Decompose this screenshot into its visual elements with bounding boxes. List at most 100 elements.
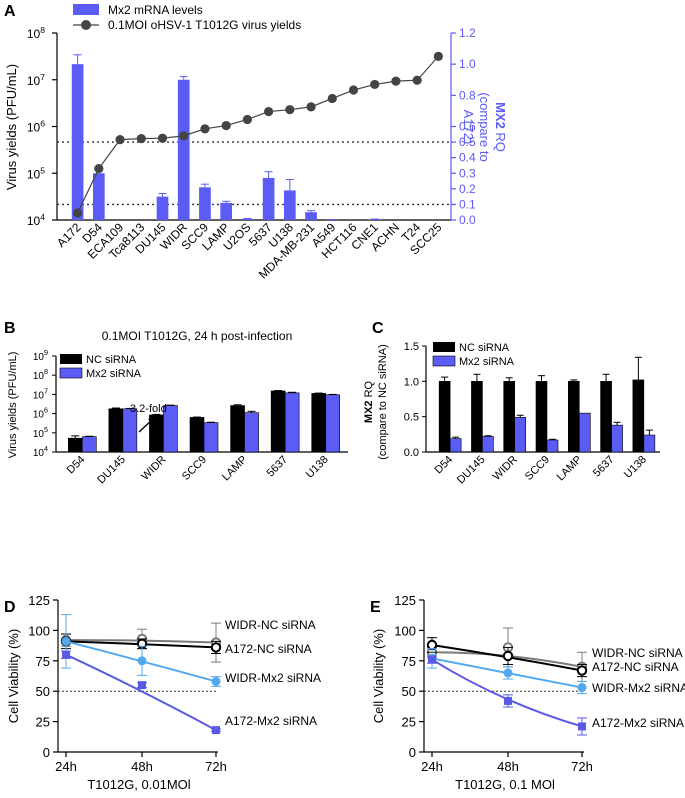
a-left-tick-label: 105	[27, 165, 45, 181]
c-y-tick-label: 1.0	[404, 376, 419, 388]
d-point	[211, 676, 221, 686]
a-reference-lines	[57, 141, 451, 206]
legend-line-label: 0.1MOI oHSV-1 T1012G virus yields	[108, 18, 301, 32]
c-legend-swatch-nc	[433, 342, 455, 352]
c-bar-nc	[567, 381, 580, 453]
c-x-tick-label: WIDR	[491, 454, 520, 483]
d-series-label: WIDR-Mx2 siRNA	[225, 671, 321, 685]
c-x-tick-labels: D54 DU145 WIDR SCC9 LAMP 5637 U138	[433, 454, 649, 487]
b-bar-mx2	[203, 422, 219, 453]
a-right-label-line2: (compare to	[477, 92, 492, 161]
c-x-tick-label: SCC9	[523, 454, 552, 483]
c-y-tick-label: 0.0	[404, 447, 419, 459]
d-point	[137, 656, 147, 666]
b-x-tick-label: D54	[65, 454, 88, 477]
a-bar	[305, 212, 317, 220]
c-bar-nc	[600, 381, 612, 453]
a-line-point	[348, 85, 359, 95]
a-line-point	[242, 114, 252, 125]
d-ticks: 0 25 50 75 100 125 24h 48h 72h	[28, 593, 227, 774]
c-bar-nc	[471, 381, 483, 453]
d-y-tick-label: 100	[28, 623, 50, 638]
svg-text:MX2 RQ: MX2 RQ	[363, 380, 375, 423]
a-line-point	[327, 93, 337, 104]
c-bar-mx2	[449, 438, 462, 453]
a-right-tick-label: 0.8	[459, 88, 476, 102]
d-x-tick-label: 24h	[55, 759, 77, 774]
a-line-point	[179, 131, 189, 141]
a-line-point	[306, 102, 316, 112]
a-line-point	[370, 79, 380, 90]
b-bar-mx2	[122, 408, 138, 453]
c-y-axis-label: MX2 RQ (compare to NC siRNA)	[363, 344, 389, 460]
c-bar-mx2	[643, 434, 656, 453]
b-bar-nc	[311, 393, 327, 453]
d-y-tick-label: 50	[36, 684, 50, 699]
d-series-label: WIDR-NC siRNA	[225, 618, 316, 632]
d-series-label: A172-Mx2 siRNA	[225, 714, 317, 728]
b-bars	[67, 390, 341, 453]
b-x-tick-label: SCC9	[180, 454, 209, 483]
c-bar-nc	[438, 381, 451, 453]
b-bar-nc	[230, 405, 245, 453]
b-bar-mx2	[325, 394, 341, 453]
d-point	[210, 642, 222, 653]
e-series-label: WIDR-NC siRNA	[592, 646, 683, 660]
c-x-tick-label: DU145	[455, 454, 488, 487]
panel-label-c: C	[372, 320, 384, 337]
panel-label-d: D	[4, 599, 16, 616]
c-y-label-bold: MX2	[363, 400, 375, 423]
e-y-tick-label: 100	[394, 623, 416, 638]
a-bar	[283, 190, 296, 220]
d-point	[212, 726, 220, 735]
e-point	[502, 650, 514, 662]
e-y-tick-label: 0	[409, 745, 416, 760]
b-bar-nc	[67, 437, 83, 453]
c-legend-swatch-mx2	[432, 355, 456, 367]
a-line-point	[94, 163, 104, 174]
b-bar-nc	[270, 390, 286, 453]
e-y-tick-label: 25	[402, 715, 416, 730]
b-y-ticks: 104 105 106 107 108 109	[33, 348, 56, 459]
c-x-tick-label: D54	[433, 454, 456, 477]
e-series-label: A172-NC siRNA	[592, 660, 679, 674]
b-annotation-arrowhead	[148, 416, 156, 424]
b-legend-swatch-mx2	[59, 367, 83, 379]
b-y-tick-label: 107	[33, 386, 48, 401]
a-line-point	[221, 120, 231, 131]
c-legend-nc: NC siRNA	[459, 342, 510, 354]
b-x-tick-label: DU145	[95, 454, 128, 487]
a-right-tick-label: 0.3	[459, 166, 476, 180]
a-line-point	[433, 51, 443, 61]
c-x-tick-label: U138	[622, 454, 649, 481]
e-point	[428, 655, 436, 664]
b-bar-mx2	[81, 436, 97, 453]
b-fold-annotation: 3.2-fold	[130, 403, 167, 415]
a-bar	[156, 196, 169, 220]
b-bar-mx2	[244, 412, 259, 453]
a-bar	[220, 202, 233, 220]
a-bar	[262, 177, 275, 220]
a-line-point	[115, 134, 125, 145]
a-left-tick-label: 107	[27, 72, 45, 88]
d-x-tick-label: 72h	[205, 759, 227, 774]
d-y-tick-label: 0	[43, 745, 50, 760]
a-line-point	[285, 105, 295, 115]
c-x-tick-label: LAMP	[555, 454, 585, 484]
c-y-tick-label: 0.5	[404, 412, 419, 424]
c-bar-mx2	[611, 424, 623, 453]
e-x-tick-label: 48h	[497, 759, 519, 774]
b-bar-nc	[189, 417, 205, 453]
legend-line-marker	[81, 20, 91, 30]
a-left-ticks: 104 105 106 107 108	[27, 25, 57, 228]
b-bar-nc	[108, 408, 124, 453]
c-y-ticks: 0.0 0.5 1.0 1.5	[404, 341, 426, 459]
a-bar	[92, 173, 105, 220]
b-x-tick-label: 5637	[264, 454, 290, 480]
c-bar-mx2	[514, 417, 527, 453]
a-right-tick-label: 0.4	[459, 151, 476, 165]
d-series-label: A172-NC siRNA	[225, 642, 312, 656]
c-bar-nc	[535, 381, 548, 453]
b-bar-mx2	[284, 392, 300, 453]
